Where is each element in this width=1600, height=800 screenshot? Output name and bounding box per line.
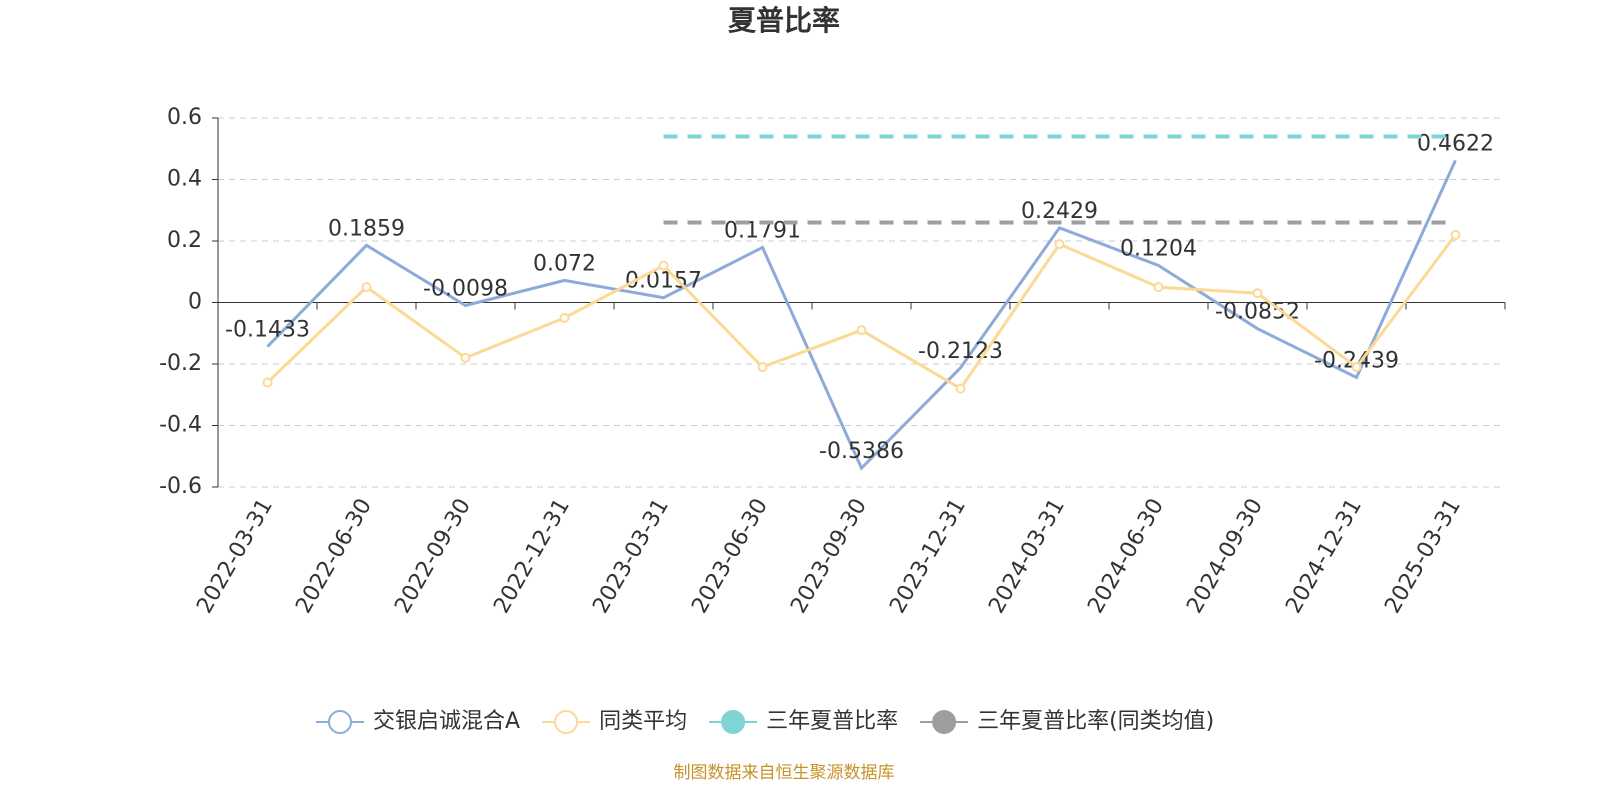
legend-marker (554, 710, 579, 734)
point (559, 312, 570, 323)
legend-label: 交银启诚混合A (373, 709, 520, 734)
y-tick-label: 0.6 (167, 105, 202, 130)
data-label: 0.2429 (1021, 199, 1098, 224)
x-tick-label: 2023-12-31 (885, 495, 971, 618)
data-label: -0.1433 (225, 318, 310, 343)
y-tick-label: 0.2 (167, 228, 202, 253)
series-line (266, 159, 1457, 471)
legend-label: 三年夏普比率(同类均值) (977, 709, 1214, 734)
x-tick-label: 2025-03-31 (1380, 495, 1466, 618)
x-tick-label: 2022-03-31 (192, 495, 278, 618)
y-tick-label: -0.6 (159, 474, 202, 499)
legend-marker (932, 710, 957, 734)
x-tick-label: 2024-09-30 (1182, 495, 1268, 618)
y-tick-label: 0.4 (167, 167, 202, 192)
point (1054, 239, 1065, 250)
point (460, 352, 471, 363)
data-label: 0.4622 (1417, 131, 1494, 156)
data-label: -0.0098 (423, 277, 508, 302)
x-tick-label: 2023-03-31 (588, 495, 674, 618)
point (361, 282, 372, 293)
y-tick-label: -0.4 (159, 413, 202, 438)
chart-title: 夏普比率 (728, 4, 840, 37)
x-tick-label: 2022-09-30 (390, 495, 476, 618)
x-tick-label: 2024-03-31 (984, 495, 1070, 618)
point (757, 362, 768, 373)
x-tick-label: 2023-06-30 (687, 495, 773, 618)
point (1252, 288, 1263, 299)
data-label: 0.072 (533, 251, 596, 276)
point (658, 260, 669, 271)
data-label: -0.2123 (918, 339, 1003, 364)
y-tick-label: 0 (188, 290, 202, 315)
point (955, 383, 966, 394)
point (1153, 282, 1164, 293)
legend-marker (721, 710, 746, 734)
point (1450, 229, 1461, 240)
data-label: -0.0852 (1215, 300, 1300, 325)
data-label: 0.0157 (625, 269, 702, 294)
x-tick-label: 2024-12-31 (1281, 495, 1367, 618)
x-tick-label: 2023-09-30 (786, 495, 872, 618)
x-tick-label: 2022-06-30 (291, 495, 377, 618)
legend-label: 同类平均 (599, 709, 687, 734)
x-tick-label: 2022-12-31 (489, 495, 575, 618)
data-label: 0.1204 (1120, 236, 1197, 261)
y-tick-label: -0.2 (159, 351, 202, 376)
legend-label: 三年夏普比率 (766, 709, 898, 734)
point (262, 377, 273, 388)
point (1351, 362, 1362, 373)
data-label: 0.1859 (328, 216, 405, 241)
point (856, 325, 867, 336)
data-label: -0.5386 (819, 439, 904, 464)
footer: 制图数据来自恒生聚源数据库 (674, 763, 895, 783)
x-tick-label: 2024-06-30 (1083, 495, 1169, 618)
legend-marker (328, 710, 352, 734)
